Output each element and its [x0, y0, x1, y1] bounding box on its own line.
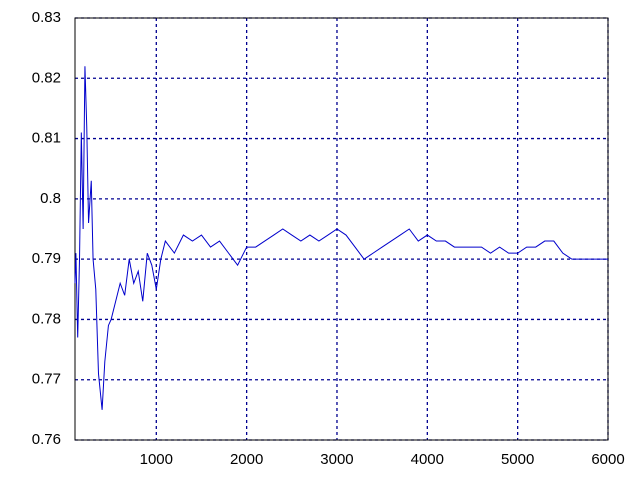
x-tick-label: 2000: [230, 451, 263, 468]
data-line: [74, 66, 608, 410]
y-tick-label: 0.78: [32, 310, 61, 327]
y-tick-label: 0.76: [32, 431, 61, 448]
x-tick-label: 4000: [411, 451, 444, 468]
y-tick-label: 0.79: [32, 250, 61, 267]
x-tick-label: 1000: [140, 451, 173, 468]
x-tick-label: 6000: [591, 451, 624, 468]
y-tick-label: 0.81: [32, 130, 61, 147]
plot-frame: [74, 17, 609, 441]
x-tick-label: 3000: [320, 451, 353, 468]
y-tick-label: 0.8: [40, 190, 61, 207]
y-tick-label: 0.82: [32, 69, 61, 86]
y-tick-label: 0.83: [32, 9, 61, 26]
x-tick-label: 5000: [501, 451, 534, 468]
y-tick-label: 0.77: [32, 371, 61, 388]
